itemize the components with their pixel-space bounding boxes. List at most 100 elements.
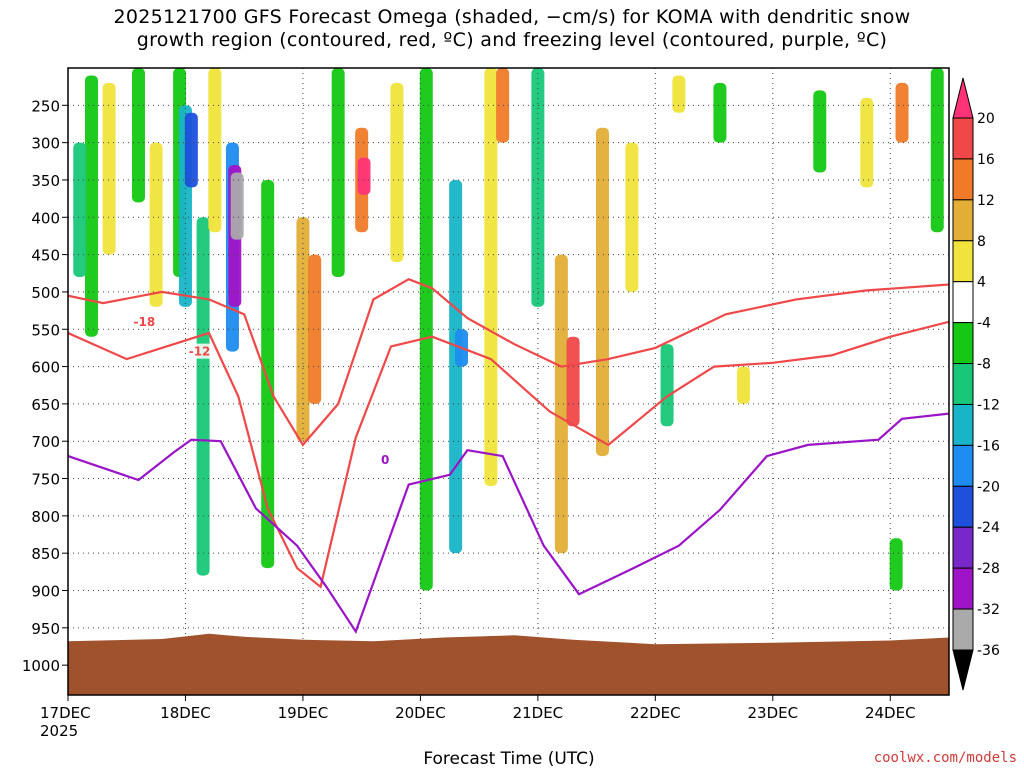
terrain-surface [68, 633, 949, 695]
colorbar-arrow-bottom [952, 649, 974, 691]
colorbar-label-12: -32 [977, 602, 1000, 618]
omega-cell-27 [566, 336, 580, 427]
omega-cell-38 [889, 538, 903, 591]
omega-cell-4 [149, 142, 163, 307]
x-tick-label-22DEC: 22DEC [630, 704, 681, 722]
x-tick-label-19DEC: 19DEC [278, 704, 329, 722]
y-tick-label-500: 500 [31, 284, 60, 302]
colorbar-swatch-4 [952, 281, 974, 324]
colorbar-label-1: 16 [977, 152, 995, 168]
colorbar-label-6: -8 [977, 357, 991, 373]
colorbar-label-9: -20 [977, 479, 1000, 495]
contour-label-2: 0 [381, 453, 389, 467]
omega-cell-24 [496, 68, 510, 143]
colorbar-swatch-7 [952, 403, 974, 446]
plot-frame [67, 67, 950, 696]
y-tick-label-750: 750 [31, 471, 60, 489]
y-axis: 250 300 350 400 450 500 550 600 650 700 750 800 850 9… [22, 97, 68, 675]
omega-cell-1 [73, 142, 87, 277]
colorbar-swatch-10 [952, 526, 974, 569]
y-tick-label-550: 550 [31, 321, 60, 339]
omega-cell-30 [660, 344, 674, 427]
omega-cell-29 [625, 142, 639, 292]
colorbar-label-10: -24 [977, 520, 1000, 536]
contour-dendritic-1 [68, 320, 949, 589]
colorbar-label-5: -4 [977, 316, 991, 332]
colorbar-swatch-1 [952, 158, 974, 201]
y-tick-label-600: 600 [31, 359, 60, 377]
contour-label-bg-0 [132, 313, 157, 329]
omega-cell-36 [895, 82, 909, 143]
y-tick-label-450: 450 [31, 247, 60, 265]
colorbar: 20 16 12 8 4 -4 -8 -12 -16 -20 -24 -28 -32 -36 [952, 77, 1000, 691]
contour-dendritic-0 [68, 277, 949, 447]
x-tick-label-21DEC: 21DEC [513, 704, 564, 722]
colorbar-swatch-8 [952, 444, 974, 487]
colorbar-swatch-2 [952, 199, 974, 242]
omega-cell-15 [308, 254, 322, 404]
colorbar-swatch-11 [952, 567, 974, 610]
contour-label-bg-2 [373, 451, 398, 467]
omega-cell-26 [554, 254, 568, 554]
omega-cell-16 [331, 68, 345, 277]
omega-cell-14 [296, 217, 310, 442]
colorbar-label-11: -28 [977, 561, 1000, 577]
omega-cell-13 [261, 179, 275, 569]
x-tick-sublabel-17DEC: 2025 [40, 722, 78, 740]
colorbar-swatch-5 [952, 322, 974, 365]
y-tick-label-850: 850 [31, 545, 60, 563]
y-tick-label-300: 300 [31, 135, 60, 153]
contour-freezing-2 [68, 412, 949, 635]
chart-title: 2025121700 GFS Forecast Omega (shaded, −… [0, 6, 1024, 52]
y-tick-label-900: 900 [31, 583, 60, 601]
colorbar-label-13: -36 [977, 643, 1000, 659]
contour-label-1: -12 [189, 345, 211, 359]
omega-cell-31 [672, 75, 686, 113]
omega-cell-8 [196, 217, 210, 576]
y-tick-label-700: 700 [31, 433, 60, 451]
colorbar-arrow-top [952, 77, 974, 119]
omega-cell-25 [531, 68, 545, 307]
omega-cell-3 [131, 68, 145, 203]
y-tick-label-650: 650 [31, 396, 60, 414]
omega-cell-28 [595, 127, 609, 457]
colorbar-swatch-0 [952, 117, 974, 160]
y-tick-label-250: 250 [31, 97, 60, 115]
y-tick-label-800: 800 [31, 508, 60, 526]
omega-cell-9 [208, 68, 222, 233]
chart-title-line1: 2025121700 GFS Forecast Omega (shaded, −… [113, 6, 911, 28]
x-tick-label-18DEC: 18DEC [160, 704, 211, 722]
omega-cell-37 [930, 68, 944, 233]
y-tick-label-400: 400 [31, 209, 60, 227]
omega-cell-18 [357, 157, 371, 195]
omega-cell-0 [84, 75, 98, 337]
x-tick-label-23DEC: 23DEC [748, 704, 799, 722]
x-tick-label-17DEC: 17DEC [40, 704, 91, 722]
omega-cell-12 [230, 172, 244, 240]
omega-cell-35 [860, 97, 874, 188]
x-tick-label-20DEC: 20DEC [395, 704, 446, 722]
colorbar-label-4: 4 [977, 275, 986, 291]
colorbar-label-0: 20 [977, 111, 995, 127]
x-axis-label: Forecast Time (UTC) [423, 749, 594, 768]
omega-cell-34 [813, 90, 827, 173]
omega-cell-19 [390, 82, 404, 263]
contour-layer: -18 -12 0 [68, 277, 949, 635]
colorbar-label-3: 8 [977, 234, 986, 250]
contour-label-bg-1 [187, 343, 212, 359]
y-tick-label-350: 350 [31, 172, 60, 190]
omega-cell-2 [102, 82, 116, 255]
y-tick-label-950: 950 [31, 620, 60, 638]
x-tick-label-24DEC: 24DEC [865, 704, 916, 722]
colorbar-swatch-6 [952, 363, 974, 405]
colorbar-swatch-9 [952, 485, 974, 528]
omega-cell-21 [449, 179, 463, 554]
omega-cell-23 [484, 68, 498, 486]
colorbar-swatch-12 [952, 608, 974, 651]
credit-text: coolwx.com/models [874, 750, 1017, 766]
contour-label-0: -18 [134, 315, 156, 329]
omega-shading-layer [73, 68, 944, 591]
omega-cell-32 [713, 82, 727, 143]
